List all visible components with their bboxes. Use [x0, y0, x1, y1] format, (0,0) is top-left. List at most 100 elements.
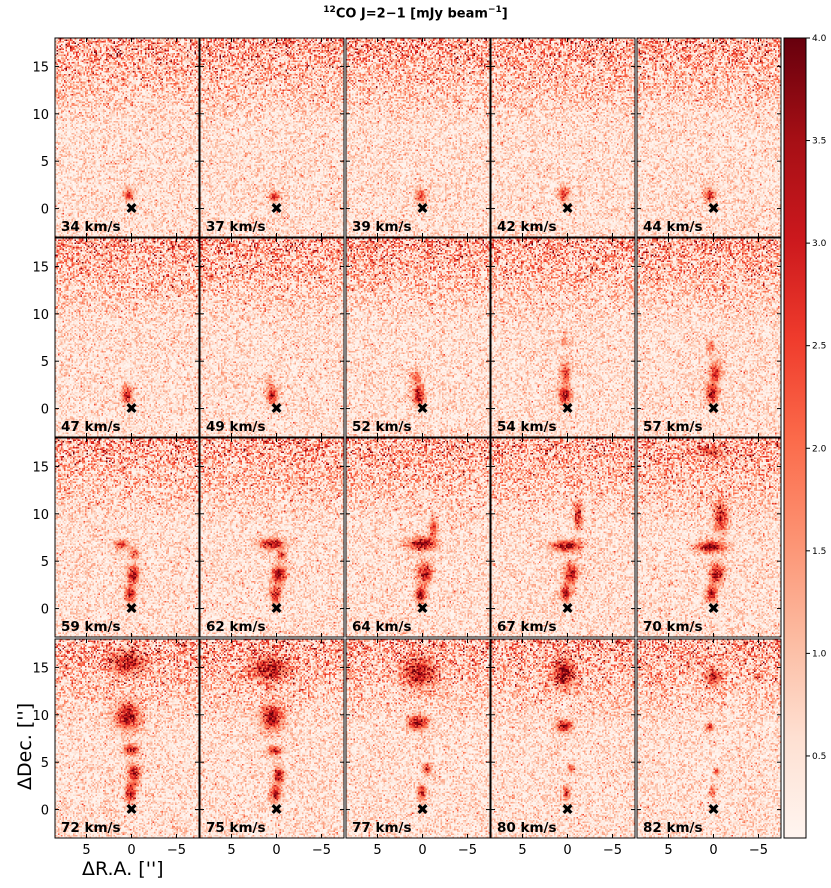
- channel-panel-19: ✖80 km/s 5 0 −5: [490, 638, 636, 858]
- y-axis-label: ΔDec. ['']: [14, 702, 36, 790]
- panel-frame: [490, 37, 636, 238]
- channel-image: [637, 438, 781, 637]
- x-tick-label: 5: [227, 843, 235, 858]
- channel-panel-6: ✖47 km/s 0 5 10 15: [32, 237, 200, 438]
- source-marker: ✖: [561, 200, 574, 218]
- x-tick-label: −5: [603, 843, 622, 858]
- channel-panel-5: ✖44 km/s: [636, 37, 782, 238]
- source-marker: ✖: [561, 801, 574, 819]
- source-marker: ✖: [416, 200, 429, 218]
- source-marker: ✖: [416, 600, 429, 618]
- source-marker: ✖: [416, 801, 429, 819]
- panel-frame: [345, 437, 491, 638]
- channel-panel-16: ✖72 km/s 0 5 10 15 5 0 −5: [32, 638, 200, 858]
- figure-title: 12CO J=2−1 [mJy beam−1]: [323, 5, 508, 22]
- colorbar-tick-label: 2.5: [812, 342, 826, 352]
- channel-panel-10: ✖57 km/s: [636, 237, 782, 438]
- channel-image: [346, 639, 490, 838]
- y-tick-label: 0: [41, 203, 49, 218]
- x-tick-label: 0: [272, 843, 280, 858]
- y-tick-label: 5: [41, 155, 49, 170]
- panel-frame: [199, 237, 345, 438]
- panel-frame: [199, 638, 345, 839]
- channel-panel-11: ✖59 km/s 0 5 10 15: [32, 437, 200, 638]
- source-marker: ✖: [270, 400, 283, 418]
- colorbar-gradient: [784, 38, 806, 838]
- velocity-label: 72 km/s: [61, 820, 121, 836]
- panel-frame: [636, 437, 782, 638]
- channel-panel-3: ✖39 km/s: [345, 37, 491, 238]
- x-tick-label: 0: [709, 843, 717, 858]
- velocity-label: 67 km/s: [497, 619, 557, 635]
- panel-frame: [490, 638, 636, 839]
- channel-image: [491, 38, 635, 237]
- panel-frame: [345, 37, 491, 238]
- velocity-label: 52 km/s: [352, 419, 412, 435]
- panel-frame: [636, 237, 782, 438]
- velocity-label: 59 km/s: [61, 619, 121, 635]
- x-tick-label: −5: [167, 843, 186, 858]
- velocity-label: 49 km/s: [206, 419, 266, 435]
- y-tick-label: 5: [41, 355, 49, 370]
- source-marker: ✖: [561, 400, 574, 418]
- velocity-label: 80 km/s: [497, 820, 557, 836]
- channel-panel-12: ✖62 km/s: [199, 437, 345, 638]
- x-tick-label: 0: [418, 843, 426, 858]
- y-tick-label: 15: [32, 260, 49, 275]
- velocity-label: 75 km/s: [206, 820, 266, 836]
- channel-image: [200, 238, 344, 437]
- channel-panel-7: ✖49 km/s: [199, 237, 345, 438]
- x-tick-label: 5: [373, 843, 381, 858]
- source-marker: ✖: [270, 600, 283, 618]
- channel-image: [491, 639, 635, 838]
- x-tick-label: −5: [458, 843, 477, 858]
- channel-image: [200, 38, 344, 237]
- channel-panel-20: ✖82 km/s 5 0 −5: [636, 638, 782, 858]
- channel-panel-2: ✖37 km/s: [199, 37, 345, 238]
- source-marker: ✖: [561, 600, 574, 618]
- channel-image: [55, 238, 199, 437]
- y-tick-label: 5: [41, 555, 49, 570]
- y-tick-label: 10: [32, 108, 49, 123]
- channel-image: [346, 238, 490, 437]
- source-marker: ✖: [707, 600, 720, 618]
- velocity-label: 42 km/s: [497, 219, 557, 235]
- panel-frame: [199, 437, 345, 638]
- x-tick-label: 5: [82, 843, 90, 858]
- channel-image: [200, 639, 344, 838]
- panel-frame: [54, 437, 200, 638]
- colorbar-tick-label: 4.0: [812, 34, 827, 44]
- panel-frame: [636, 37, 782, 238]
- channel-image: [637, 238, 781, 437]
- panel-frame: [54, 237, 200, 438]
- velocity-label: 62 km/s: [206, 619, 266, 635]
- x-tick-label: −5: [312, 843, 331, 858]
- channel-image: [637, 38, 781, 237]
- channel-panel-18: ✖77 km/s 5 0 −5: [345, 638, 491, 858]
- channel-image: [55, 38, 199, 237]
- colorbar: 0.5 1.0 1.5 2.0 2.5 3.0 3.5 4.0: [783, 34, 827, 839]
- velocity-label: 82 km/s: [643, 820, 703, 836]
- source-marker: ✖: [125, 200, 138, 218]
- panel-frame: [54, 638, 200, 839]
- colorbar-tick-label: 2.0: [812, 444, 827, 454]
- x-tick-label: 0: [127, 843, 135, 858]
- y-tick-label: 10: [32, 308, 49, 323]
- panel-frame: [345, 237, 491, 438]
- x-tick-label: 5: [664, 843, 672, 858]
- velocity-label: 34 km/s: [61, 219, 121, 235]
- colorbar-tick-label: 0.5: [812, 752, 826, 762]
- channel-image: [491, 238, 635, 437]
- channel-image: [55, 639, 199, 838]
- x-tick-label: 0: [563, 843, 571, 858]
- velocity-label: 54 km/s: [497, 419, 557, 435]
- panel-frame: [54, 37, 200, 238]
- channel-image: [200, 438, 344, 637]
- velocity-label: 70 km/s: [643, 619, 703, 635]
- y-tick-label: 0: [41, 403, 49, 418]
- panel-frame: [199, 37, 345, 238]
- channel-image: [346, 438, 490, 637]
- y-tick-label: 15: [32, 60, 49, 75]
- channel-panel-1: ✖34 km/s 0 5 10 15: [32, 37, 200, 238]
